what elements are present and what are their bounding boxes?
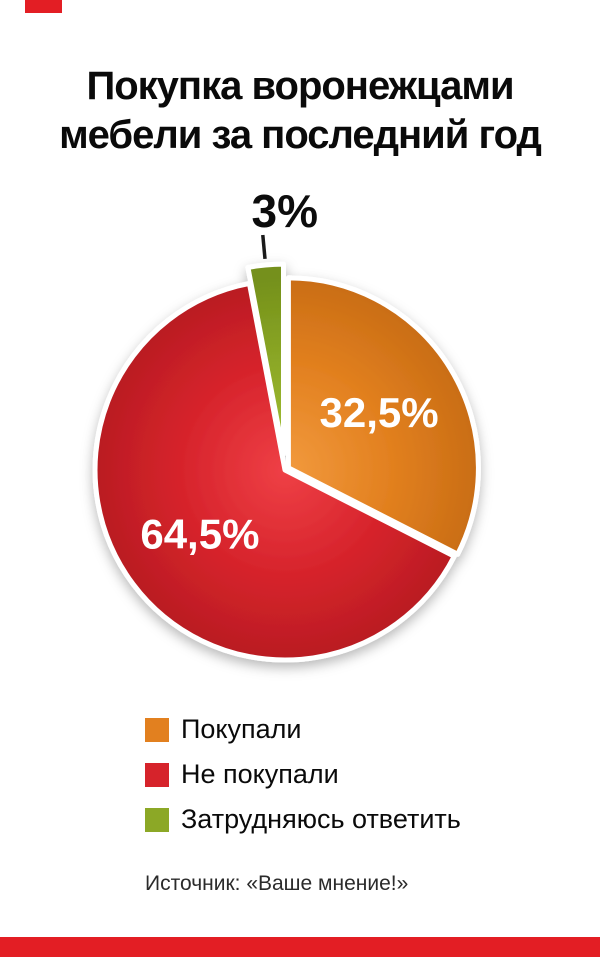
legend-swatch-orange: [145, 717, 169, 742]
pie-chart: 32,5% 64,5% 3%: [92, 185, 481, 663]
legend-label-undecided: Затрудняюсь ответить: [181, 804, 461, 834]
legend-item-bought: Покупали: [145, 714, 461, 745]
pie-slice-1: [92, 280, 457, 663]
bottom-brand-bar: [0, 937, 600, 957]
chart-legend: Покупали Не покупали Затрудняюсь ответит…: [145, 714, 461, 835]
legend-label-bought: Покупали: [181, 714, 302, 744]
pie-slice-2: [245, 261, 286, 457]
callout-line-2: [261, 234, 267, 260]
pie-slice-0: [285, 275, 481, 557]
legend-swatch-green: [145, 807, 169, 832]
top-brand-bar: [25, 0, 62, 13]
legend-item-not-bought: Не покупали: [145, 759, 461, 790]
slice-label-1: 64,5%: [140, 511, 259, 558]
legend-item-undecided: Затрудняюсь ответить: [145, 804, 461, 835]
source-note: Источник: «Ваше мнение!»: [145, 872, 409, 895]
chart-title-line1: Покупка воронежцами: [86, 64, 514, 108]
chart-title: Покупка воронежцами мебели за последний …: [0, 62, 600, 160]
legend-label-not-bought: Не покупали: [181, 759, 339, 789]
slice-label-2: 3%: [252, 185, 318, 237]
legend-swatch-red: [145, 762, 169, 787]
chart-title-line2: мебели за последний год: [59, 113, 542, 157]
slice-label-0: 32,5%: [320, 389, 439, 436]
